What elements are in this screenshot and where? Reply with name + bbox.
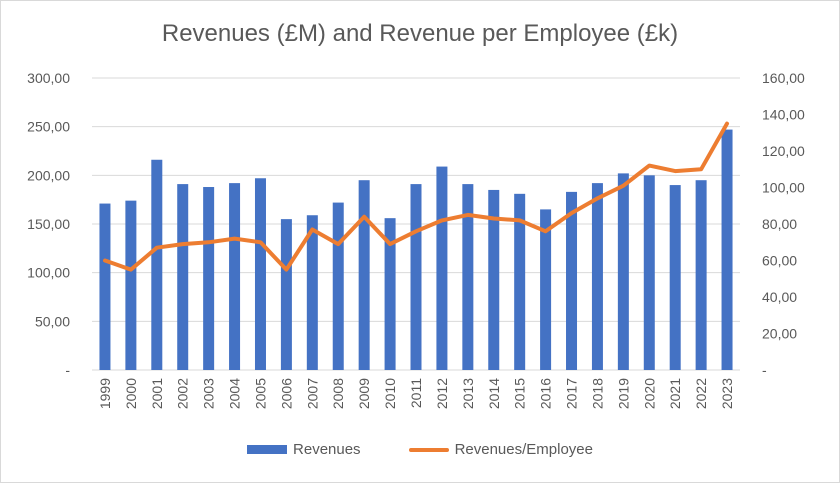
left-axis-tick-label: 150,00 <box>27 216 70 232</box>
left-axis-tick-label: 100,00 <box>27 265 70 281</box>
bar <box>358 180 370 370</box>
left-axis-tick-label: 250,00 <box>27 119 70 135</box>
x-axis-tick-label: 2012 <box>434 378 450 409</box>
right-axis-tick-label: 100,00 <box>762 180 805 196</box>
bar <box>695 180 707 370</box>
bar <box>669 185 681 370</box>
x-axis-tick-label: 2014 <box>486 378 502 409</box>
legend-swatch-revenues-employee <box>408 447 449 452</box>
legend-swatch-revenues <box>247 445 288 454</box>
line-series <box>103 121 729 272</box>
x-axis-tick-label: 2023 <box>719 378 735 409</box>
bar <box>229 183 241 370</box>
right-axis-tick-label: 80,00 <box>762 216 797 232</box>
x-axis-tick-label: 2013 <box>460 378 476 409</box>
x-axis-tick-label: 2003 <box>201 378 217 409</box>
legend-item-revenues-employee: Revenues/Employee <box>408 441 593 458</box>
right-axis-tick-label: 20,00 <box>762 326 797 342</box>
x-axis-tick-label: 2010 <box>382 378 398 409</box>
x-axis-tick-label: 1999 <box>97 378 113 409</box>
chart-title: Revenues (£M) and Revenue per Employee (… <box>161 20 679 47</box>
bar <box>721 129 733 370</box>
legend: Revenues Revenues/Employee <box>0 441 840 458</box>
legend-label-revenues-employee: Revenues/Employee <box>454 441 593 458</box>
bar <box>125 200 137 370</box>
bar <box>617 173 629 370</box>
bar <box>203 187 215 370</box>
bar <box>514 193 526 370</box>
bar <box>384 218 396 370</box>
x-axis: 1999 2000 2001 2002 2003 2004 2005 2006 2007 2008… <box>97 378 735 409</box>
x-axis-tick-label: 2017 <box>564 378 580 409</box>
x-axis-tick-label: 2005 <box>252 378 268 409</box>
x-axis-tick-label: 2011 <box>408 378 424 408</box>
left-axis-tick-label: 300,00 <box>27 70 70 86</box>
bar <box>151 159 163 370</box>
left-axis-tick-label: - <box>65 362 70 378</box>
x-axis-tick-label: 2004 <box>227 378 243 409</box>
line-series-path <box>103 121 729 272</box>
x-axis-tick-label: 2007 <box>304 378 320 409</box>
x-axis-tick-label: 2022 <box>693 378 709 409</box>
legend-item-revenues: Revenues <box>247 441 361 458</box>
x-axis-tick-label: 2008 <box>330 378 346 409</box>
right-axis-tick-label: 60,00 <box>762 253 797 269</box>
bar <box>99 203 111 370</box>
x-axis-tick-label: 2021 <box>667 378 683 409</box>
bar <box>254 178 266 370</box>
right-axis-tick-label: 40,00 <box>762 289 797 305</box>
right-axis: - 20,00 40,00 60,00 80,00 100,00 120,00 140,00 1… <box>762 70 805 378</box>
bar <box>591 183 603 370</box>
x-axis-tick-label: 2000 <box>123 378 139 409</box>
left-axis-tick-label: 50,00 <box>35 313 70 329</box>
x-axis-tick-label: 2019 <box>615 378 631 409</box>
bar <box>540 209 552 370</box>
legend-label-revenues: Revenues <box>293 441 361 458</box>
bar <box>436 166 448 370</box>
bar <box>306 215 318 370</box>
bar <box>643 175 655 370</box>
bar <box>280 219 292 370</box>
right-axis-tick-label: 140,00 <box>762 107 805 123</box>
bar-series <box>99 129 733 370</box>
bar <box>566 191 578 370</box>
bar <box>488 189 500 370</box>
bar <box>332 202 344 370</box>
right-axis-tick-label: - <box>762 362 767 378</box>
right-axis-tick-label: 160,00 <box>762 70 805 86</box>
chart-plot: - 50,00 100,00 150,00 200,00 250,00 300,00 - 20… <box>27 70 805 409</box>
x-axis-tick-label: 2018 <box>589 378 605 409</box>
bar <box>177 184 189 370</box>
left-axis-tick-label: 200,00 <box>27 167 70 183</box>
left-axis: - 50,00 100,00 150,00 200,00 250,00 300,00 <box>27 70 70 378</box>
x-axis-tick-label: 2001 <box>149 378 165 409</box>
right-axis-tick-label: 120,00 <box>762 143 805 159</box>
bar <box>462 184 474 370</box>
x-axis-tick-label: 2009 <box>356 378 372 409</box>
x-axis-tick-label: 2002 <box>175 378 191 409</box>
x-axis-tick-label: 2015 <box>512 378 528 409</box>
x-axis-tick-label: 2020 <box>641 378 657 409</box>
x-axis-tick-label: 2006 <box>278 378 294 409</box>
bar <box>410 184 422 370</box>
x-axis-tick-label: 2016 <box>538 378 554 409</box>
